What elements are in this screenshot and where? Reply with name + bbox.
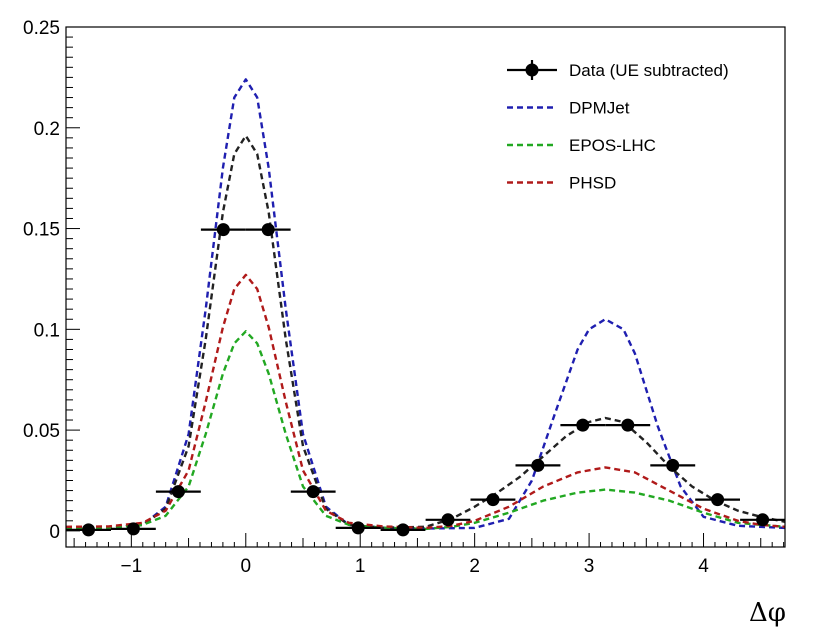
data-point: [576, 418, 590, 432]
data-point: [126, 522, 140, 536]
plot-frame: [65, 26, 786, 548]
y-tick-label: 0.05: [23, 421, 60, 442]
y-tick-label: 0.15: [23, 220, 60, 241]
data-point: [261, 223, 275, 237]
x-tick-label: −1: [121, 556, 143, 577]
x-axis: −1 0 1 2 3 4: [73, 533, 785, 577]
y-tick-label: 0: [49, 522, 60, 543]
x-tick-label: 4: [698, 556, 709, 577]
data-point: [666, 458, 680, 472]
y-axis: 0 0.05 0.1 0.15 0.2 0.25: [23, 18, 80, 543]
data-point: [711, 493, 725, 507]
data-points: [66, 223, 785, 537]
series-line-phsd: [65, 273, 786, 530]
legend-label: DPMJet: [569, 99, 630, 118]
data-point: [441, 513, 455, 527]
data-point: [396, 523, 410, 537]
y-tick-label: 0.1: [34, 320, 60, 341]
x-tick-label: 0: [240, 556, 251, 577]
y-tick-label: 0.2: [34, 119, 60, 140]
x-axis-title: Δφ: [749, 598, 786, 628]
x-tick-label: 1: [355, 556, 366, 577]
legend-label: PHSD: [569, 174, 616, 193]
series-line-model-1: [65, 134, 786, 530]
legend-label: EPOS-LHC: [569, 136, 656, 155]
data-point: [171, 485, 185, 499]
legend: Data (UE subtracted) DPMJet EPOS-LHC PHSD: [507, 60, 729, 193]
model-curves: [65, 78, 786, 531]
series-line-epos-lhc: [65, 330, 786, 531]
data-point: [306, 485, 320, 499]
x-tick-label: 3: [584, 556, 595, 577]
legend-marker: [525, 63, 539, 77]
data-point: [756, 513, 770, 527]
x-tick-label: 2: [469, 556, 480, 577]
data-point: [82, 523, 95, 537]
data-point: [531, 458, 545, 472]
data-point: [216, 223, 230, 237]
data-point: [486, 493, 500, 507]
data-point: [351, 521, 365, 535]
data-point: [621, 418, 635, 432]
legend-label: Data (UE subtracted): [569, 61, 729, 80]
y-tick-label: 0.25: [23, 18, 60, 39]
